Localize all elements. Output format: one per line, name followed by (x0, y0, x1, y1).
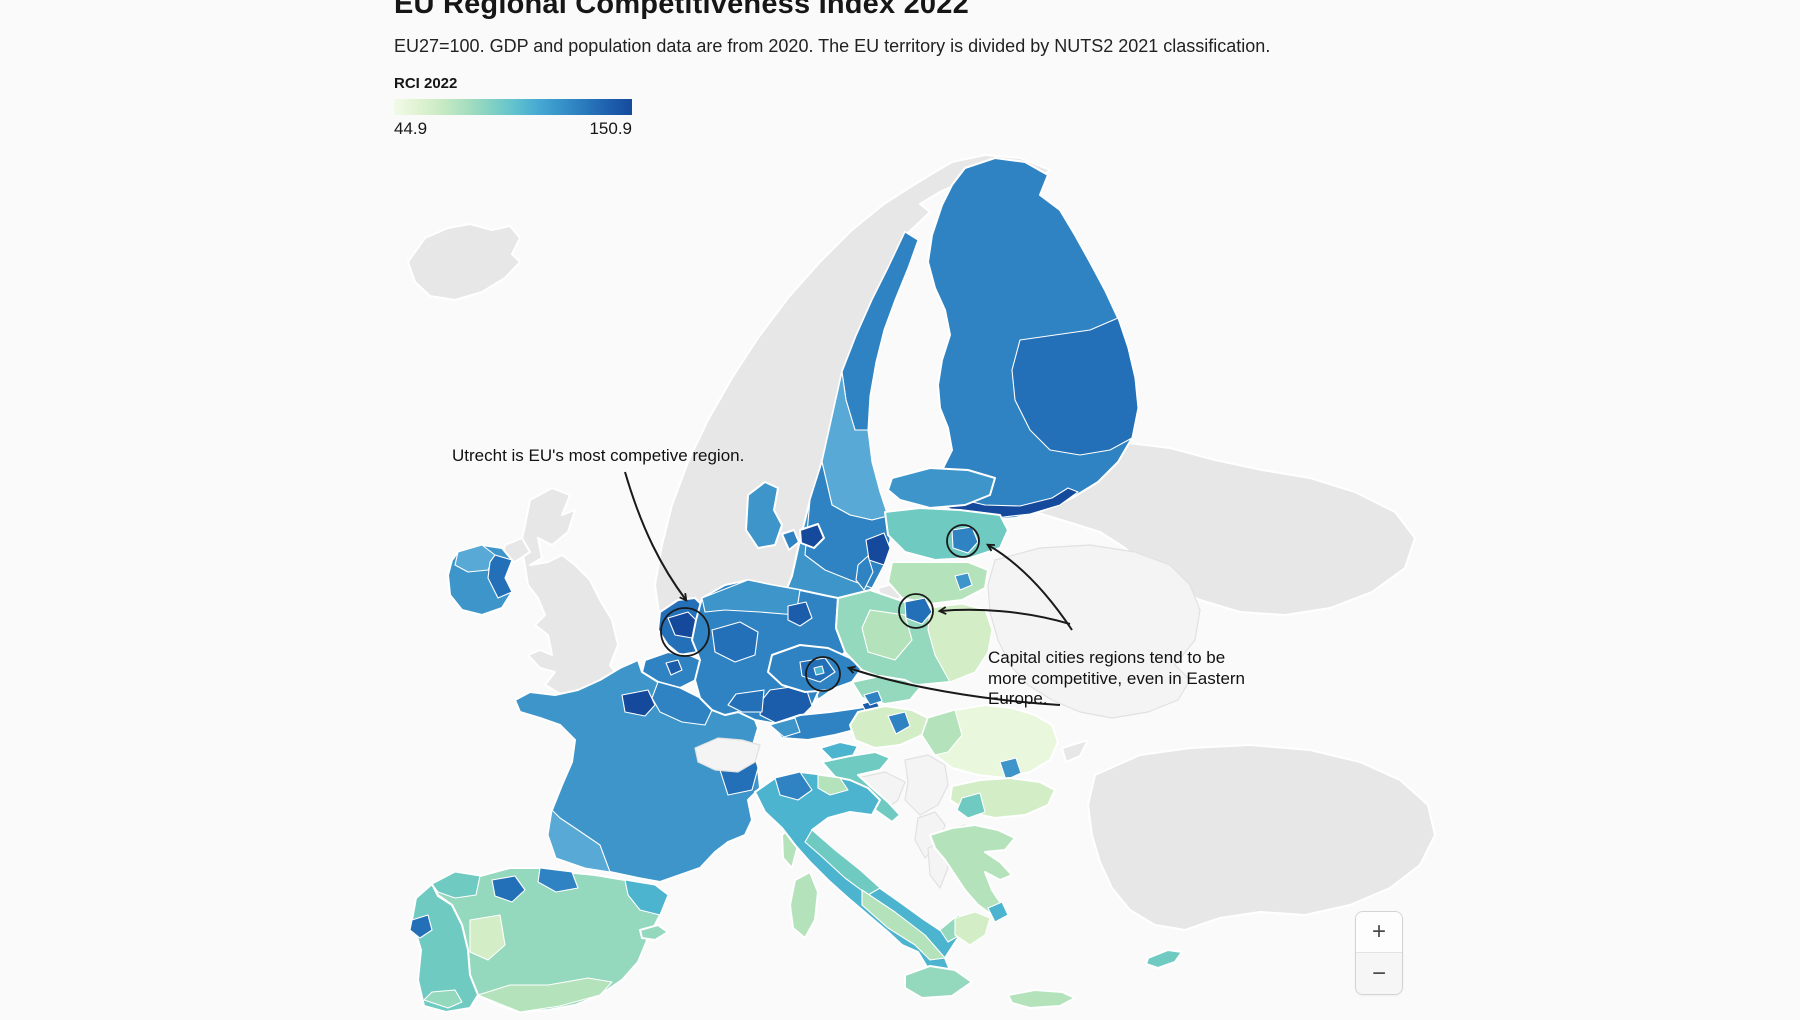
legend-max-value: 150.9 (589, 119, 632, 138)
region-russia[interactable] (1004, 441, 1416, 616)
zoom-in-button[interactable]: + (1356, 912, 1402, 953)
region-tyrol[interactable] (769, 717, 801, 738)
legend-gradient-bar (394, 99, 632, 115)
region-sardinia[interactable] (789, 871, 819, 939)
region-italy-south[interactable] (861, 889, 946, 961)
region-germany-west[interactable] (711, 621, 759, 663)
region-vilnius[interactable] (954, 572, 973, 591)
region-hungary[interactable] (849, 705, 929, 749)
region-balearics[interactable] (639, 924, 669, 941)
region-ireland-northwest[interactable] (454, 544, 496, 573)
legend-title: RCI 2022 (394, 75, 458, 92)
region-switzerland[interactable] (694, 737, 761, 773)
region-warsaw[interactable] (904, 597, 933, 625)
region-turkey[interactable] (1087, 744, 1436, 931)
prague-highlight-circle (805, 656, 841, 692)
prague-arrow (846, 665, 1061, 706)
capitals-annotation: Capital cities regions tend to be more c… (988, 648, 1246, 709)
utrecht-highlight-circle (660, 607, 710, 657)
utrecht-annotation: Utrecht is EU's most competive region. (452, 446, 745, 465)
region-algarve[interactable] (423, 989, 463, 1009)
zoom-out-button[interactable]: − (1356, 953, 1402, 994)
region-turkey-thrace[interactable] (1061, 739, 1089, 763)
region-sicily[interactable] (904, 965, 973, 999)
region-riga[interactable] (951, 526, 979, 554)
region-poland-center[interactable] (861, 609, 913, 661)
region-denmark-jutland[interactable] (745, 481, 783, 549)
region-brussels[interactable] (665, 659, 683, 676)
region-lisbon[interactable] (409, 914, 433, 939)
region-galicia[interactable] (431, 871, 481, 899)
region-estonia[interactable] (887, 467, 996, 509)
map-zoom-controls: + − (1355, 911, 1403, 995)
page-subtitle: EU27=100. GDP and population data are fr… (394, 36, 1271, 56)
region-iceland[interactable] (407, 223, 521, 301)
riga-highlight-circle (946, 524, 980, 558)
region-denmark-funen[interactable] (781, 529, 800, 551)
region-bratislava[interactable] (863, 690, 883, 706)
legend-min-value: 44.9 (394, 119, 428, 138)
region-united-kingdom[interactable] (519, 487, 623, 701)
region-extremadura[interactable] (469, 914, 506, 961)
region-basque[interactable] (537, 867, 579, 893)
region-prague-city[interactable] (813, 665, 825, 676)
warsaw-arrow (937, 606, 1071, 625)
region-lombardy[interactable] (774, 771, 813, 801)
region-crete[interactable] (1007, 989, 1076, 1009)
region-copenhagen[interactable] (799, 523, 825, 549)
region-finland-east[interactable] (1011, 317, 1139, 456)
page-title: EU Regional Competitiveness Index 2022 (394, 0, 969, 20)
region-gotland[interactable] (855, 555, 874, 591)
region-baden-wurttemberg[interactable] (727, 689, 765, 713)
region-sudtirol[interactable] (817, 774, 849, 796)
region-catalonia[interactable] (624, 879, 669, 916)
warsaw-highlight-circle (898, 593, 934, 629)
region-france-northeast[interactable] (651, 681, 713, 726)
region-athens[interactable] (987, 901, 1009, 923)
region-sofia[interactable] (956, 792, 986, 819)
utrecht-arrow (624, 471, 688, 602)
region-dublin[interactable] (487, 554, 513, 599)
region-bucharest[interactable] (999, 757, 1022, 781)
region-poland-east[interactable] (927, 603, 993, 683)
region-latvia[interactable] (884, 507, 1009, 561)
region-lithuania[interactable] (887, 561, 989, 605)
region-france-southwest[interactable] (547, 809, 611, 873)
riga-arrow (985, 543, 1073, 631)
region-andalusia[interactable] (477, 977, 613, 1013)
region-budapest[interactable] (887, 711, 911, 735)
region-romania-west[interactable] (921, 709, 963, 756)
region-madrid[interactable] (491, 875, 526, 903)
region-cyprus[interactable] (1145, 949, 1183, 969)
region-berlin[interactable] (787, 601, 813, 627)
region-serbia[interactable] (904, 754, 949, 816)
region-ile-de-france[interactable] (621, 689, 656, 717)
region-greece[interactable] (929, 824, 1016, 916)
region-peloponnese[interactable] (954, 911, 991, 946)
